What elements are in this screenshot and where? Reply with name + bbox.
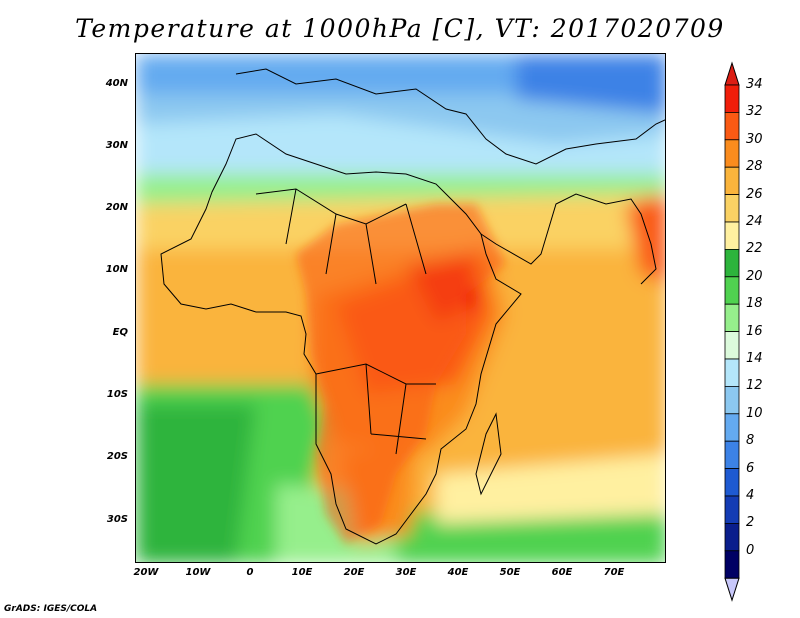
colorbar-label: 2 (746, 515, 755, 531)
colorbar-label: 4 (746, 488, 755, 503)
colorbar-label: 12 (746, 378, 763, 394)
lon-label-0: 0 (246, 567, 254, 578)
lon-label-20e: 20E (343, 567, 365, 578)
lat-label-30n: 30N (105, 140, 128, 151)
coastlines (160, 68, 665, 545)
colorbar-swatch (724, 166, 740, 195)
colorbar-swatch (724, 248, 740, 278)
credit-text: GrADS: IGES/COLA (4, 604, 98, 614)
colorbar-swatch (724, 468, 740, 497)
colorbar-label: 18 (746, 296, 763, 312)
lon-label-70e: 70E (603, 567, 625, 578)
colorbar-label: 10 (746, 405, 763, 421)
colorbar-swatch (724, 358, 740, 387)
colorbar-swatch (724, 84, 740, 113)
colorbar-swatch (724, 550, 740, 579)
colorbar-swatch (724, 385, 740, 415)
colorbar-swatch (724, 194, 740, 223)
chart-title: Temperature at 1000hPa [C], VT: 20170207… (75, 14, 725, 43)
colorbar-over-arrow (724, 61, 740, 86)
lon-label-30e: 30E (395, 567, 417, 578)
colorbar-swatch (724, 495, 740, 524)
lon-label-60e: 60E (551, 567, 573, 578)
colorbar-under-arrow (724, 577, 740, 602)
colorbar-label: 28 (746, 159, 763, 175)
lat-label-10n: 10N (105, 264, 128, 275)
colorbar-swatch (724, 303, 740, 333)
colorbar-label: 16 (746, 323, 763, 339)
lat-label-40n: 40N (105, 78, 128, 89)
map-svg (136, 54, 665, 562)
lat-label-30s: 30S (106, 514, 128, 525)
lat-label-10s: 10S (106, 389, 128, 400)
lon-label-10w: 10W (185, 567, 211, 578)
lon-label-10e: 10E (291, 567, 313, 578)
lon-label-40e: 40E (447, 567, 469, 578)
temperature-map (135, 53, 666, 563)
colorbar-label: 34 (746, 77, 763, 92)
lat-label-eq: EQ (112, 327, 128, 338)
colorbar-swatch (724, 221, 740, 250)
colorbar-swatch (724, 440, 740, 470)
colorbar-label: 6 (746, 460, 755, 476)
colorbar-label: 14 (746, 351, 763, 366)
colorbar-label: 8 (746, 433, 755, 449)
colorbar-swatch (724, 139, 740, 168)
colorbar-swatch (724, 413, 740, 442)
lat-label-20s: 20S (106, 451, 128, 462)
colorbar-label: 22 (746, 241, 763, 257)
colorbar-label: 20 (746, 268, 763, 284)
lat-label-20n: 20N (105, 202, 128, 213)
colorbar-label: 26 (746, 186, 763, 202)
lon-label-20w: 20W (133, 567, 159, 578)
land-shading (296, 204, 506, 544)
colorbar-swatch (724, 112, 740, 141)
colorbar-label: 30 (746, 131, 763, 147)
colorbar-swatch (724, 523, 740, 552)
colorbar-swatch (724, 276, 740, 305)
lon-label-50e: 50E (499, 567, 521, 578)
colorbar-label: 0 (746, 542, 755, 558)
colorbar-swatch (724, 331, 740, 360)
colorbar-label: 32 (746, 104, 763, 120)
colorbar-label: 24 (746, 214, 763, 229)
